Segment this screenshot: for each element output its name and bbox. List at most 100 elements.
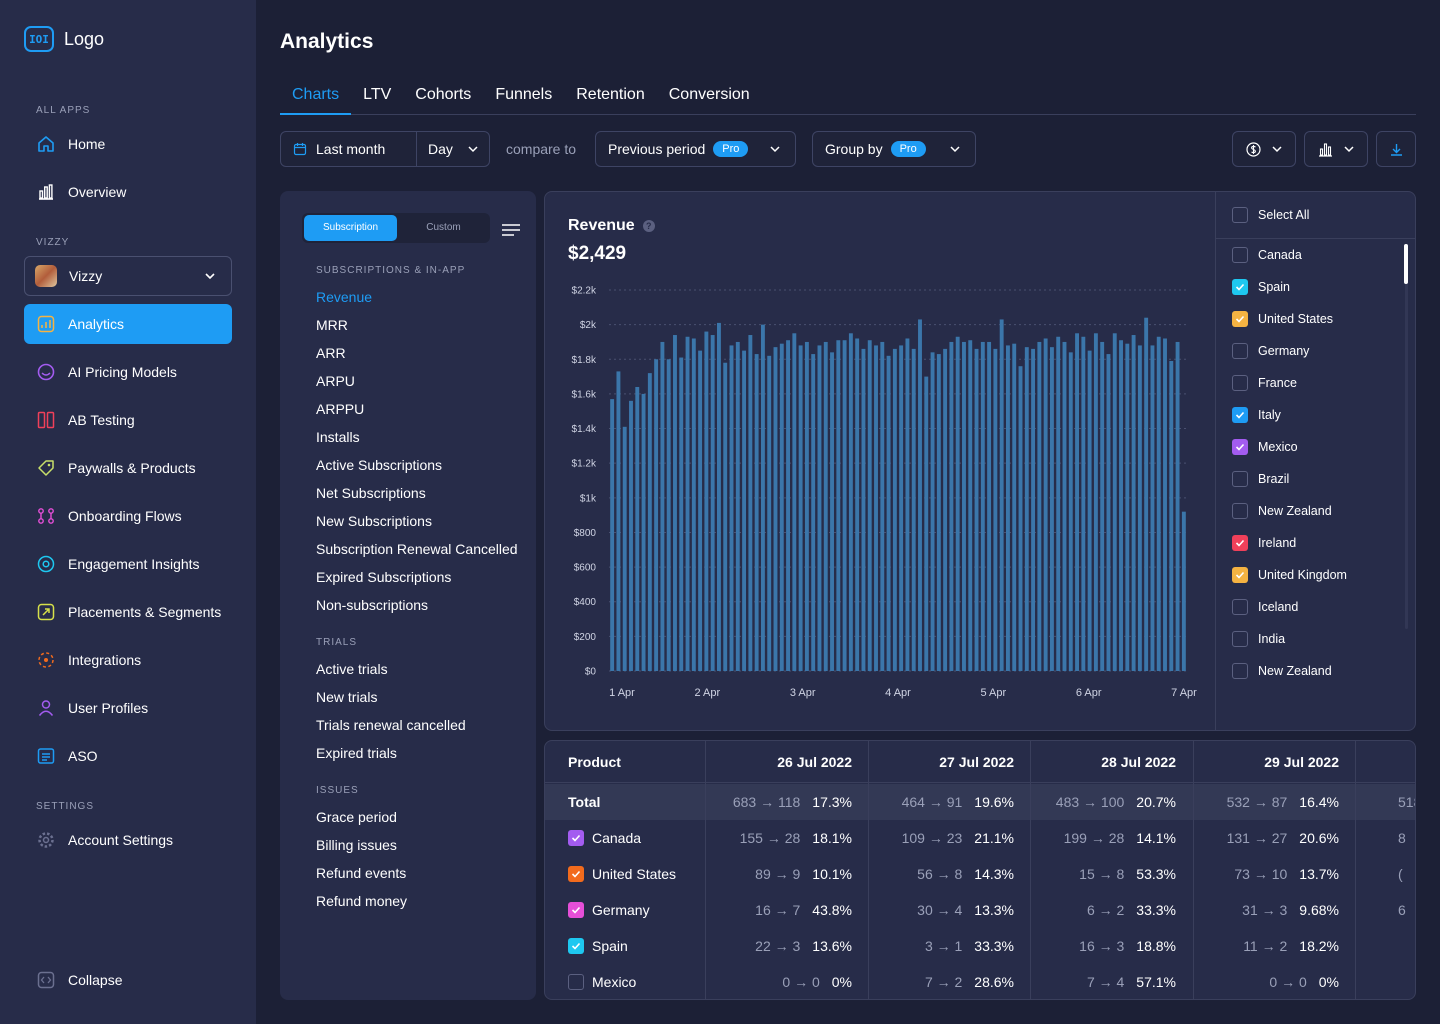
- bar: [1018, 366, 1023, 671]
- metric-active-trials[interactable]: Active trials: [316, 661, 388, 677]
- sidebar-item-aso[interactable]: ASO: [24, 736, 232, 776]
- select-all-checkbox[interactable]: Select All: [1232, 207, 1309, 223]
- metric-grace-period[interactable]: Grace period: [316, 809, 397, 825]
- checkbox-checked[interactable]: [1232, 535, 1248, 551]
- checkbox[interactable]: [1232, 663, 1248, 679]
- checkbox[interactable]: [1232, 375, 1248, 391]
- metric-installs[interactable]: Installs: [316, 429, 360, 445]
- download-button[interactable]: [1376, 131, 1416, 167]
- country-option[interactable]: Germany: [1232, 343, 1309, 359]
- checkbox[interactable]: [1232, 207, 1248, 223]
- country-option[interactable]: Canada: [1232, 247, 1302, 263]
- bar: [987, 341, 992, 671]
- chart-type-select[interactable]: [1304, 131, 1368, 167]
- country-option[interactable]: New Zealand: [1232, 663, 1332, 679]
- checkbox[interactable]: [568, 974, 584, 990]
- tab-ltv[interactable]: LTV: [363, 86, 392, 103]
- currency-select[interactable]: [1232, 131, 1296, 167]
- country-option[interactable]: United Kingdom: [1232, 567, 1347, 583]
- tab-charts[interactable]: Charts: [280, 84, 352, 115]
- column-header-date[interactable]: 27 Jul 2022: [939, 753, 1014, 770]
- checkbox[interactable]: [1232, 343, 1248, 359]
- column-header-date[interactable]: 29 Jul 2022: [1264, 753, 1339, 770]
- checkbox-checked[interactable]: [1232, 311, 1248, 327]
- country-option[interactable]: Brazil: [1232, 471, 1289, 487]
- metric-billing-issues[interactable]: Billing issues: [316, 837, 397, 853]
- group-by-select[interactable]: Group by Pro: [812, 131, 976, 167]
- metric-net-subscriptions[interactable]: Net Subscriptions: [316, 485, 426, 501]
- country-option[interactable]: Italy: [1232, 407, 1281, 423]
- help-icon[interactable]: ?: [642, 220, 655, 232]
- sidebar-item-analytics[interactable]: Analytics: [24, 304, 232, 344]
- metric-refund-events[interactable]: Refund events: [316, 865, 407, 881]
- granularity-select[interactable]: Day: [417, 132, 479, 166]
- checkbox-checked[interactable]: [568, 902, 584, 918]
- conversion-ratio: 15 → 8: [1079, 866, 1125, 882]
- metric-new-trials[interactable]: New trials: [316, 689, 378, 705]
- metric-active-subscriptions[interactable]: Active Subscriptions: [316, 457, 443, 473]
- metric-arppu[interactable]: ARPPU: [316, 401, 365, 417]
- metric-renewal-cancelled[interactable]: Subscription Renewal Cancelled: [316, 541, 518, 557]
- checkbox-checked[interactable]: [568, 830, 584, 846]
- metric-revenue[interactable]: Revenue: [316, 289, 373, 305]
- checkbox-checked[interactable]: [1232, 439, 1248, 455]
- checkbox-checked[interactable]: [1232, 407, 1248, 423]
- checkbox[interactable]: [1232, 247, 1248, 263]
- sidebar-item-ab-testing[interactable]: AB Testing: [24, 400, 232, 440]
- segment-custom[interactable]: Custom: [426, 222, 461, 233]
- menu-icon[interactable]: [501, 223, 521, 237]
- sidebar-item-account-settings[interactable]: Account Settings: [24, 820, 232, 860]
- metric-expired-trials[interactable]: Expired trials: [316, 745, 397, 761]
- metric-arpu[interactable]: ARPU: [316, 373, 355, 389]
- sidebar-item-paywalls[interactable]: Paywalls & Products: [24, 448, 232, 488]
- metric-non-subscriptions[interactable]: Non-subscriptions: [316, 597, 429, 613]
- tab-conversion[interactable]: Conversion: [668, 86, 750, 103]
- dollar-icon: [1245, 141, 1261, 157]
- checkbox-checked[interactable]: [1232, 567, 1248, 583]
- sidebar-item-user-profiles[interactable]: User Profiles: [24, 688, 232, 728]
- country-option[interactable]: United States: [1232, 311, 1333, 327]
- app-selector[interactable]: Vizzy: [24, 256, 232, 296]
- checkbox[interactable]: [1232, 503, 1248, 519]
- sidebar-item-ai-pricing[interactable]: AI Pricing Models: [24, 352, 232, 392]
- checkbox-checked[interactable]: [568, 866, 584, 882]
- country-option[interactable]: New Zealand: [1232, 503, 1332, 519]
- collapse-button[interactable]: Collapse: [24, 960, 232, 1000]
- bar: [666, 359, 671, 671]
- country-option[interactable]: France: [1232, 375, 1297, 391]
- sidebar-item-overview[interactable]: Overview: [24, 172, 232, 212]
- sidebar-item-home[interactable]: Home: [24, 124, 232, 164]
- checkbox-checked[interactable]: [568, 938, 584, 954]
- country-option[interactable]: Spain: [1232, 279, 1290, 295]
- scrollbar-track[interactable]: [1405, 244, 1408, 629]
- tab-retention[interactable]: Retention: [576, 86, 645, 103]
- checkbox-checked[interactable]: [1232, 279, 1248, 295]
- metric-arr[interactable]: ARR: [316, 345, 346, 361]
- column-header-date[interactable]: 28 Jul 2022: [1101, 753, 1176, 770]
- checkbox[interactable]: [1232, 471, 1248, 487]
- country-option[interactable]: India: [1232, 631, 1285, 647]
- metric-mrr[interactable]: MRR: [316, 317, 348, 333]
- scrollbar-thumb[interactable]: [1404, 244, 1408, 284]
- sidebar-item-integrations[interactable]: Integrations: [24, 640, 232, 680]
- period-select[interactable]: Last month: [281, 132, 417, 166]
- logo[interactable]: IOI Logo: [24, 26, 104, 52]
- compare-select[interactable]: Previous period Pro: [595, 131, 796, 167]
- metric-new-subscriptions[interactable]: New Subscriptions: [316, 513, 432, 529]
- sidebar-item-onboarding[interactable]: Onboarding Flows: [24, 496, 232, 536]
- tab-funnels[interactable]: Funnels: [495, 86, 553, 103]
- tab-cohorts[interactable]: Cohorts: [415, 86, 472, 103]
- column-header-date[interactable]: 26 Jul 2022: [777, 753, 852, 770]
- sidebar-item-placements[interactable]: Placements & Segments: [24, 592, 232, 632]
- bar: [924, 376, 929, 671]
- metric-trials-renewal-cancelled[interactable]: Trials renewal cancelled: [316, 717, 466, 733]
- country-option[interactable]: Ireland: [1232, 535, 1296, 551]
- country-option[interactable]: Iceland: [1232, 599, 1298, 615]
- sidebar-item-engagement[interactable]: Engagement Insights: [24, 544, 232, 584]
- metric-expired-subscriptions[interactable]: Expired Subscriptions: [316, 569, 452, 585]
- metric-refund-money[interactable]: Refund money: [316, 893, 408, 909]
- segment-subscription[interactable]: Subscription: [304, 215, 397, 241]
- checkbox[interactable]: [1232, 631, 1248, 647]
- country-option[interactable]: Mexico: [1232, 439, 1298, 455]
- checkbox[interactable]: [1232, 599, 1248, 615]
